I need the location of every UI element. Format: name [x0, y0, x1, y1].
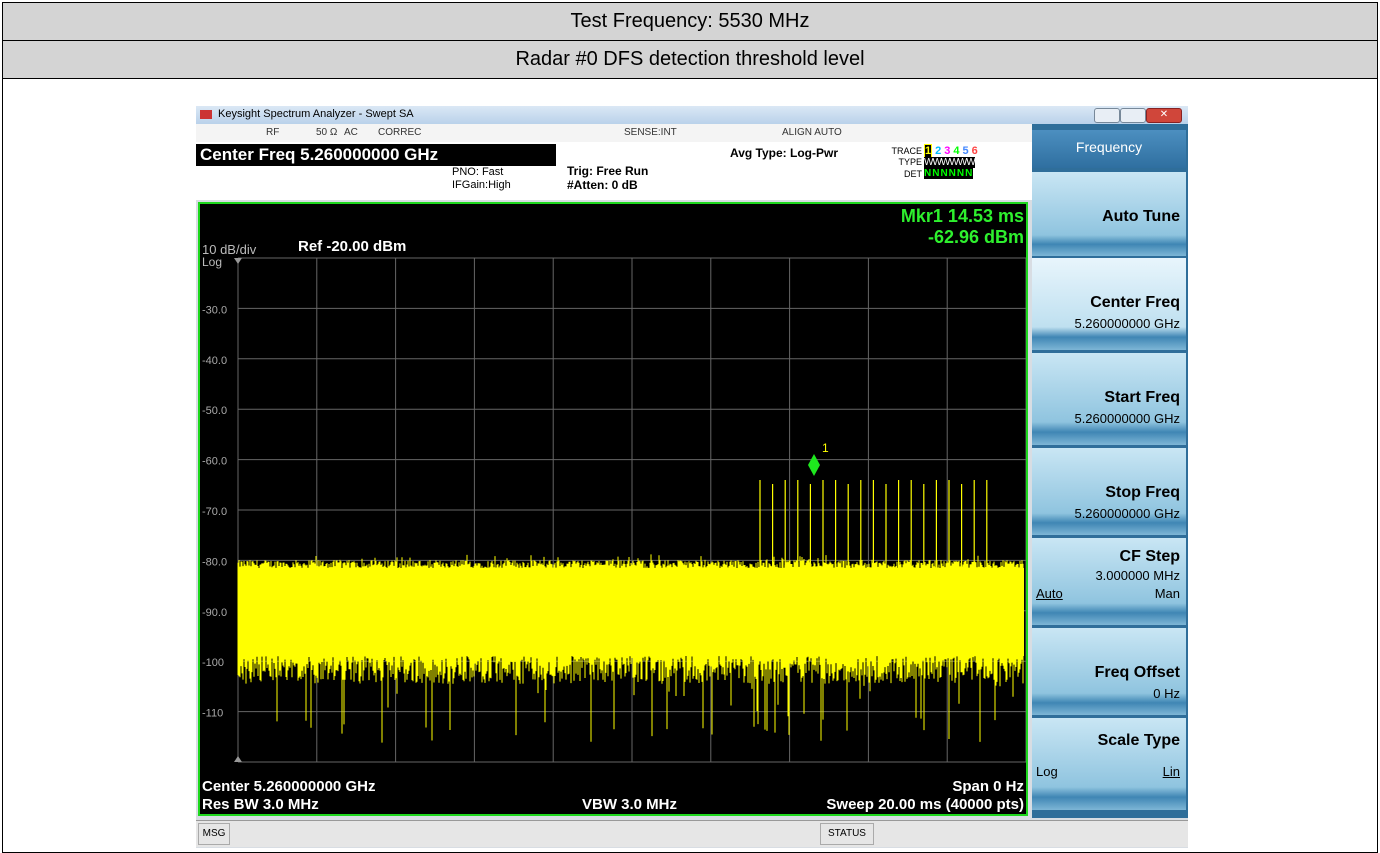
- type-value: WWWWWW: [924, 157, 976, 168]
- softkey-value: 0 Hz: [1153, 686, 1180, 701]
- softkey[interactable]: Scale Type Log Lin: [1032, 718, 1186, 810]
- vbw: VBW 3.0 MHz: [582, 796, 678, 813]
- marker-time: Mkr1 14.53 ms: [900, 206, 1024, 226]
- det-value: NNNNNN: [924, 168, 974, 179]
- settings-panel: Center Freq 5.260000000 GHz PNO: Fast IF…: [196, 142, 1032, 200]
- trace: [237, 554, 1024, 743]
- softkey-option: Lin: [1162, 764, 1180, 779]
- center: Center 5.260000000 GHz: [202, 778, 376, 795]
- restore-button[interactable]: [1120, 108, 1146, 123]
- header-title: Test Frequency: 5530 MHz: [2, 2, 1378, 41]
- status-item: SENSE:INT: [624, 127, 677, 138]
- center-freq: Center Freq 5.260000000 GHz: [196, 144, 556, 166]
- y-label: -90.0: [202, 607, 227, 619]
- softkey[interactable]: Start Freq 5.260000000 GHz: [1032, 353, 1186, 445]
- display: -30.0 -40.0 -50.0 -60.0 -70.0 -80.0 -90.0 -100 -…: [198, 202, 1028, 816]
- softkey-label: Center Freq: [1090, 294, 1180, 311]
- status-item: CORREC: [378, 127, 422, 138]
- trace-number: 1: [924, 144, 933, 158]
- pulses: [759, 480, 988, 568]
- scale-mode: Log: [202, 255, 223, 269]
- header-subtitle: Radar #0 DFS detection threshold level: [2, 40, 1378, 79]
- softkey-option: Man: [1154, 586, 1180, 601]
- y-label: -70.0: [202, 506, 227, 518]
- softkey-option: Log: [1036, 764, 1058, 779]
- trace-number: 4: [953, 145, 960, 157]
- ifgain: IFGain:High: [452, 179, 511, 191]
- trace-number: 2: [935, 145, 942, 157]
- softkey-value: 5.260000000 GHz: [1074, 316, 1180, 331]
- softkey[interactable]: CF Step 3.000000 MHz Auto Man: [1032, 538, 1186, 625]
- type-label: TYPE: [898, 157, 922, 167]
- message-bar: MSG STATUS: [196, 820, 1188, 847]
- attenuation: #Atten: 0 dB: [567, 178, 638, 192]
- status-item: ALIGN AUTO: [782, 127, 842, 138]
- app-icon: [200, 110, 212, 119]
- softkey-value: 5.260000000 GHz: [1074, 411, 1180, 426]
- close-button[interactable]: ✕: [1146, 108, 1182, 123]
- trigger: Trig: Free Run: [567, 164, 649, 178]
- det-label: DET: [904, 169, 922, 179]
- y-label: -100: [202, 657, 224, 669]
- avg-type: Avg Type: Log-Pwr: [730, 146, 838, 160]
- softkey[interactable]: Center Freq 5.260000000 GHz: [1032, 258, 1186, 350]
- softkey-value: 3.000000 MHz: [1095, 568, 1180, 583]
- softkey[interactable]: Stop Freq 5.260000000 GHz: [1032, 448, 1186, 535]
- trace-number: 3: [944, 145, 951, 157]
- softkey-option: Auto: [1036, 586, 1063, 601]
- minimize-button[interactable]: [1094, 108, 1120, 123]
- title-bar: Keysight Spectrum Analyzer - Swept SA ✕: [196, 106, 1188, 124]
- span: Span 0 Hz: [952, 778, 1024, 795]
- status-item: 50 Ω: [316, 127, 338, 138]
- y-label: -60.0: [202, 456, 227, 468]
- sweep: Sweep 20.00 ms (40000 pts): [826, 796, 1024, 813]
- reference-level: Ref -20.00 dBm: [298, 238, 407, 255]
- menu-title: Frequency: [1032, 130, 1186, 168]
- msg: MSG: [198, 823, 230, 845]
- softkey-label: CF Step: [1119, 548, 1180, 565]
- trace-number: 5: [962, 145, 969, 157]
- y-label: -50.0: [202, 405, 227, 417]
- y-label: -30.0: [202, 304, 227, 316]
- status-item: AC: [344, 127, 358, 138]
- res-bw: Res BW 3.0 MHz: [202, 796, 319, 813]
- softkey-label: Stop Freq: [1105, 484, 1180, 501]
- pno: PNO: Fast: [452, 166, 504, 178]
- softkey-label: Auto Tune: [1102, 208, 1180, 225]
- window-title: Keysight Spectrum Analyzer - Swept SA: [218, 108, 414, 120]
- softkey-label: Start Freq: [1104, 389, 1180, 406]
- scale: 10 dB/div: [202, 242, 257, 257]
- softkey[interactable]: Freq Offset 0 Hz: [1032, 628, 1186, 715]
- marker-id: 1: [822, 441, 829, 455]
- status-bar: RF 50 Ω AC CORREC SENSE:INT ALIGN AUTO: [196, 124, 1032, 143]
- y-label: -110: [202, 708, 223, 720]
- marker-level: -62.96 dBm: [927, 227, 1024, 247]
- softkey-value: 5.260000000 GHz: [1074, 506, 1180, 521]
- marker: [808, 454, 820, 476]
- y-label: -80.0: [202, 556, 227, 568]
- softkey[interactable]: Auto Tune: [1032, 172, 1186, 256]
- trace-label: TRACE: [891, 146, 922, 156]
- plot: -30.0 -40.0 -50.0 -60.0 -70.0 -80.0 -90.0 -100 -…: [202, 257, 1026, 763]
- softkey-label: Scale Type: [1097, 732, 1180, 749]
- y-label: -40.0: [202, 355, 227, 367]
- analyzer-window: Keysight Spectrum Analyzer - Swept SA ✕ …: [196, 106, 1188, 848]
- status-item: RF: [266, 127, 280, 138]
- status: STATUS: [820, 823, 874, 845]
- trace-number: 6: [971, 145, 978, 157]
- softkey-label: Freq Offset: [1094, 664, 1180, 681]
